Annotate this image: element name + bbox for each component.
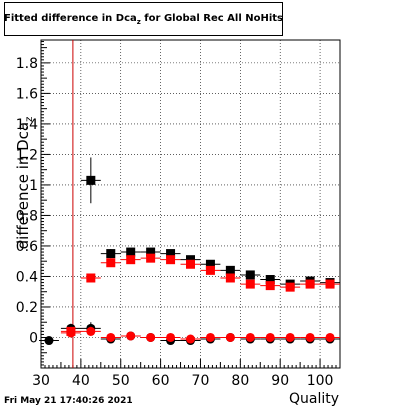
y-tick-label: 0 (29, 330, 38, 346)
data-point (106, 249, 116, 259)
chart-title: Fitted difference in Dcaz for Global Rec… (4, 13, 283, 26)
data-point (126, 247, 136, 257)
x-tick-label: 60 (152, 373, 170, 389)
y-tick-label: 0.4 (16, 269, 38, 285)
x-tick-label: 70 (192, 373, 210, 389)
data-point (126, 255, 136, 265)
data-point (166, 255, 176, 265)
data-point (225, 265, 235, 275)
x-axis-label: Quality (288, 391, 339, 407)
data-point (126, 331, 136, 341)
data-point (106, 258, 116, 268)
y-tick-label: 1.6 (16, 86, 38, 102)
y-tick-label: 0.2 (16, 300, 38, 316)
data-point (86, 175, 96, 185)
y-tick-label: 1.4 (16, 117, 38, 133)
title-rest: for Global Rec All NoHits (140, 12, 284, 24)
title-subscript: z (136, 17, 141, 26)
y-tick-label: 1 (29, 178, 38, 194)
data-point (186, 255, 195, 265)
data-point (44, 336, 54, 346)
data-point (146, 253, 156, 263)
data-point (245, 332, 255, 342)
data-point (265, 281, 275, 291)
title-box: Fitted difference in Dcaz for Global Rec… (4, 2, 283, 36)
y-axis-label: difference in Dcaz (14, 117, 35, 250)
data-point (146, 332, 156, 342)
data-point (186, 334, 195, 344)
x-tick-label: 40 (72, 373, 90, 389)
x-tick-label: 80 (231, 373, 249, 389)
x-tick-label: 90 (271, 373, 289, 389)
data-point (205, 332, 215, 342)
y-axis-label-subscript: z (24, 116, 35, 122)
timestamp: Fri May 21 17:40:26 2021 (4, 396, 133, 406)
y-tick-label: 0.8 (16, 208, 38, 224)
data-point (166, 249, 176, 259)
x-tick-label: 30 (32, 373, 50, 389)
data-point (245, 279, 255, 289)
data-point (265, 275, 275, 285)
data-point (86, 273, 96, 283)
data-point (86, 326, 96, 336)
data-point (245, 270, 255, 280)
data-point (225, 332, 235, 342)
data-point (205, 265, 215, 275)
data-point (325, 332, 335, 342)
data-point (305, 279, 315, 289)
data-point (106, 332, 116, 342)
data-point (205, 259, 215, 269)
data-point (285, 282, 295, 292)
x-tick-label: 100 (307, 373, 334, 389)
data-point (285, 332, 295, 342)
data-point (66, 326, 76, 336)
title-main: Fitted difference in Dca (4, 12, 137, 24)
data-point (186, 259, 195, 269)
data-point (265, 332, 275, 342)
data-point (305, 332, 315, 342)
data-point (225, 273, 235, 283)
data-point (146, 247, 156, 257)
y-tick-label: 1.8 (16, 56, 38, 72)
y-axis-label-main: difference in Dca (14, 121, 32, 250)
y-tick-label: 1.2 (16, 147, 38, 163)
x-tick-label: 50 (112, 373, 130, 389)
data-point (166, 332, 176, 342)
data-point (325, 279, 335, 289)
plot-frame (40, 39, 341, 369)
y-tick-label: 0.6 (16, 239, 38, 255)
